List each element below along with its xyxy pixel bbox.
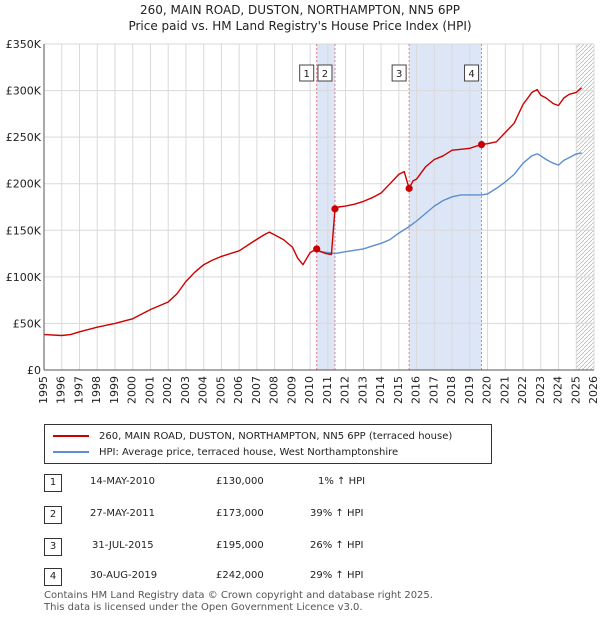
transaction-label: 1: [304, 69, 310, 80]
x-tick-label: 2016: [410, 376, 423, 404]
x-tick-label: 2013: [356, 376, 369, 404]
transaction-hpi: 26% ↑ HPI: [310, 540, 364, 551]
transaction-hpi: 39% ↑ HPI: [310, 508, 364, 519]
x-tick-label: 2008: [268, 376, 281, 404]
hpi-series-line: [316, 152, 582, 255]
transaction-price: £195,000: [216, 540, 264, 551]
highlight-band: [409, 44, 482, 370]
x-tick-label: 2021: [498, 376, 511, 404]
x-tick-label: 1999: [108, 376, 121, 404]
footer-copyright: Contains HM Land Registry data © Crown c…: [44, 590, 433, 601]
transaction-price: £242,000: [216, 570, 264, 581]
x-tick-label: 2022: [516, 376, 529, 404]
transaction-number: 3: [44, 538, 62, 556]
transaction-label-box: [317, 64, 333, 82]
x-tick-label: 1995: [37, 376, 50, 404]
transaction-number: 2: [44, 506, 62, 524]
y-tick-label: £200K: [6, 178, 42, 191]
transaction-point: [331, 205, 339, 213]
x-tick-label: 2020: [481, 376, 494, 404]
legend-hpi-label: HPI: Average price, terraced house, West…: [99, 446, 399, 458]
x-tick-label: 2006: [232, 376, 245, 404]
x-tick-label: 2010: [303, 376, 316, 404]
y-tick-label: £50K: [13, 317, 42, 330]
transaction-point: [477, 140, 486, 149]
chart-title: 260, MAIN ROAD, DUSTON, NORTHAMPTON, NN5…: [139, 3, 461, 17]
x-tick-label: 2011: [321, 376, 334, 404]
legend-price-label: 260, MAIN ROAD, DUSTON, NORTHAMPTON, NN5…: [99, 430, 453, 442]
x-tick-label: 1996: [55, 376, 68, 404]
footer-license: This data is licensed under the Open Gov…: [44, 602, 363, 613]
x-tick-label: 2009: [285, 376, 298, 404]
transaction-label: 3: [396, 69, 402, 80]
forecast-hatch: [576, 44, 594, 370]
transaction-date: 31-JUL-2015: [92, 540, 154, 551]
x-tick-label: 2001: [143, 376, 156, 404]
x-tick-label: 2012: [339, 376, 352, 404]
transaction-date: 27-MAY-2011: [90, 508, 156, 519]
x-tick-label: 2007: [250, 376, 263, 404]
x-tick-label: 2015: [392, 376, 405, 404]
chart-subtitle: Price paid vs. HM Land Registry's House …: [128, 19, 472, 33]
legend-item-price: 260, MAIN ROAD, DUSTON, NORTHAMPTON, NN5…: [53, 429, 452, 443]
transaction-date: 14-MAY-2010: [90, 476, 156, 487]
y-tick-label: £300K: [6, 85, 42, 98]
legend-price-swatch: [53, 435, 89, 437]
x-tick-label: 2026: [587, 376, 600, 404]
transaction-number: 4: [44, 568, 62, 586]
price-chart: 1 2 3 4 £0 £50K £100K £150K £200K £250K £300K £350…: [6, 38, 600, 404]
x-tick-label: 1997: [72, 376, 85, 404]
y-tick-label: £150K: [6, 224, 42, 237]
x-tick-label: 2023: [534, 376, 547, 404]
x-tick-label: 2019: [463, 376, 476, 404]
legend-item-hpi: HPI: Average price, terraced house, West…: [53, 445, 398, 459]
transaction-label: 2: [322, 69, 328, 80]
x-tick-label: 2018: [445, 376, 458, 404]
transaction-number: 1: [44, 474, 62, 492]
transaction-point: [405, 184, 413, 192]
x-tick-label: 2014: [374, 376, 387, 404]
x-tick-label: 1998: [90, 376, 103, 404]
x-tick-label: 2003: [179, 376, 192, 404]
x-tick-label: 2000: [126, 376, 139, 404]
x-tick-label: 2024: [552, 376, 565, 404]
transaction-price: £173,000: [216, 508, 264, 519]
highlight-band: [316, 44, 335, 370]
transaction-price: £130,000: [216, 476, 264, 487]
legend-hpi-swatch: [53, 451, 89, 453]
transaction-label: 4: [468, 69, 474, 80]
transaction-hpi: 29% ↑ HPI: [310, 570, 364, 581]
x-tick-label: 2005: [214, 376, 227, 404]
x-tick-label: 2025: [569, 376, 582, 404]
x-tick-label: 2004: [197, 376, 210, 404]
legend: 260, MAIN ROAD, DUSTON, NORTHAMPTON, NN5…: [44, 424, 492, 464]
x-tick-label: 2017: [427, 376, 440, 404]
y-tick-label: £100K: [6, 271, 42, 284]
x-tick-label: 2002: [161, 376, 174, 404]
transaction-hpi: 1% ↑ HPI: [318, 476, 366, 487]
y-tick-label: £0: [27, 364, 41, 377]
transaction-date: 30-AUG-2019: [90, 570, 158, 581]
transaction-label-box: [299, 64, 315, 82]
price-series-line: [43, 87, 583, 337]
transaction-point: [313, 245, 321, 253]
transaction-label-box: [464, 64, 480, 82]
transaction-label-box: [391, 64, 407, 82]
y-tick-label: £250K: [6, 131, 42, 144]
y-tick-label: £350K: [6, 38, 42, 51]
